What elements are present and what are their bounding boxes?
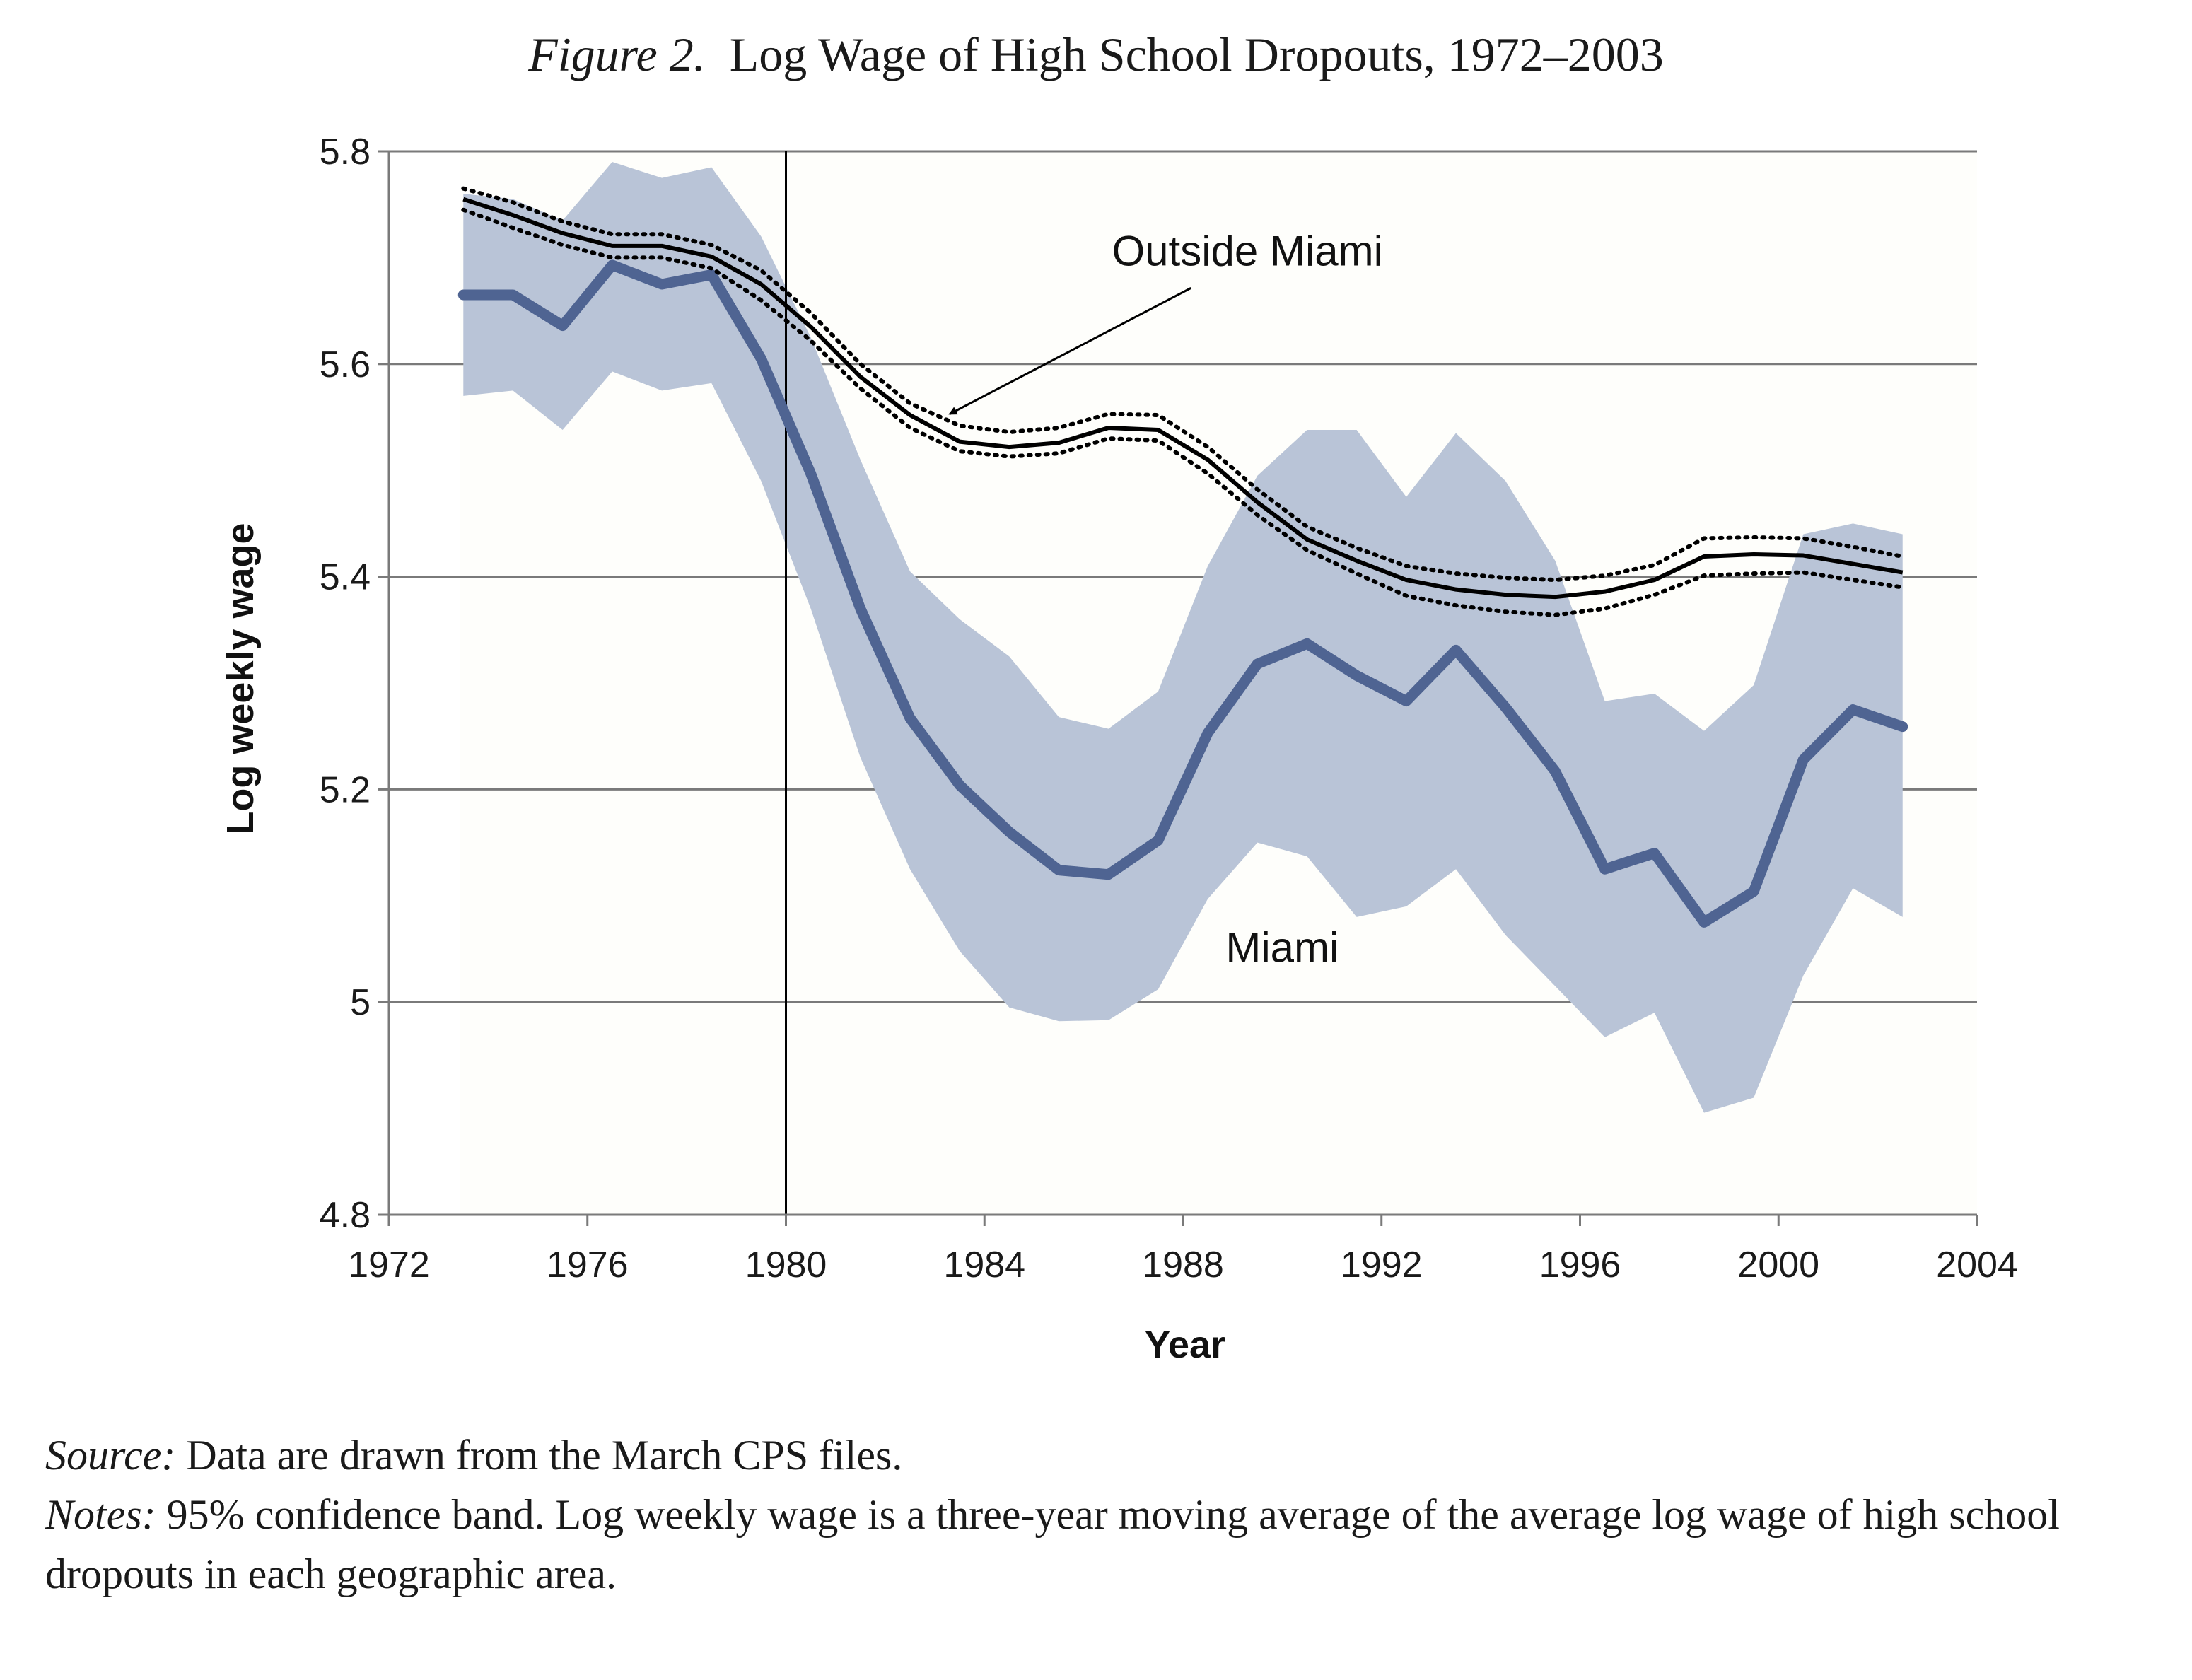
x-tick-label: 1972 <box>348 1244 430 1285</box>
figure-title-text: Log Wage of High School Dropouts, 1972–2… <box>729 28 1664 81</box>
x-tick-label: 1996 <box>1539 1244 1621 1285</box>
y-tick-label: 5 <box>350 982 371 1023</box>
notes-lead: Notes: <box>45 1491 156 1538</box>
x-tick-label: 1988 <box>1142 1244 1224 1285</box>
x-tick-label: 2000 <box>1737 1244 1819 1285</box>
label-miami: Miami <box>1225 923 1339 971</box>
miami-line <box>457 259 1908 928</box>
y-tick-label: 5.4 <box>320 557 371 598</box>
outside-miami-ci-lower <box>461 207 1905 617</box>
outside-miami-ci-upper <box>461 186 1905 583</box>
x-tick-label: 1984 <box>943 1244 1025 1285</box>
y-axis-title: Log weekly wage <box>219 523 262 834</box>
x-tick-label: 2004 <box>1936 1244 2018 1285</box>
y-tick-label: 4.8 <box>320 1195 371 1236</box>
notes-note: Notes: 95% confidence band. Log weekly w… <box>45 1485 2167 1604</box>
miami-confidence-band <box>463 162 1903 1113</box>
source-text: Data are drawn from the March CPS files. <box>186 1432 903 1478</box>
figure-title: Figure 2. Log Wage of High School Dropou… <box>0 27 2192 83</box>
confidence-bands <box>463 162 1903 1113</box>
y-tick-label: 5.8 <box>320 132 371 173</box>
outside-miami-line <box>462 197 1904 600</box>
source-note: Source: Data are drawn from the March CP… <box>45 1425 2167 1485</box>
y-tick-label: 5.2 <box>320 769 371 810</box>
y-tick-label: 5.6 <box>320 344 371 385</box>
axes <box>378 150 1978 1226</box>
tick-labels: 4.8 5 5.2 5.4 5.6 5.8 1972 1976 1980 1984 1988 1992… <box>320 132 2018 1285</box>
x-axis-title: Year <box>1145 1324 1225 1366</box>
outside-miami-arrow <box>948 287 1191 415</box>
source-lead: Source: <box>45 1432 176 1478</box>
figure-notes: Source: Data are drawn from the March CP… <box>45 1425 2167 1604</box>
x-tick-label: 1976 <box>547 1244 629 1285</box>
notes-text: 95% confidence band. Log weekly wage is … <box>45 1491 2060 1597</box>
label-outside-miami: Outside Miami <box>1112 227 1383 274</box>
chart: 4.8 5 5.2 5.4 5.6 5.8 1972 1976 1980 1984 1988 1992… <box>219 132 2018 1366</box>
x-tick-label: 1980 <box>745 1244 827 1285</box>
x-tick-label: 1992 <box>1341 1244 1423 1285</box>
series-lines <box>457 186 1908 928</box>
figure-number: Figure 2. <box>528 28 706 81</box>
